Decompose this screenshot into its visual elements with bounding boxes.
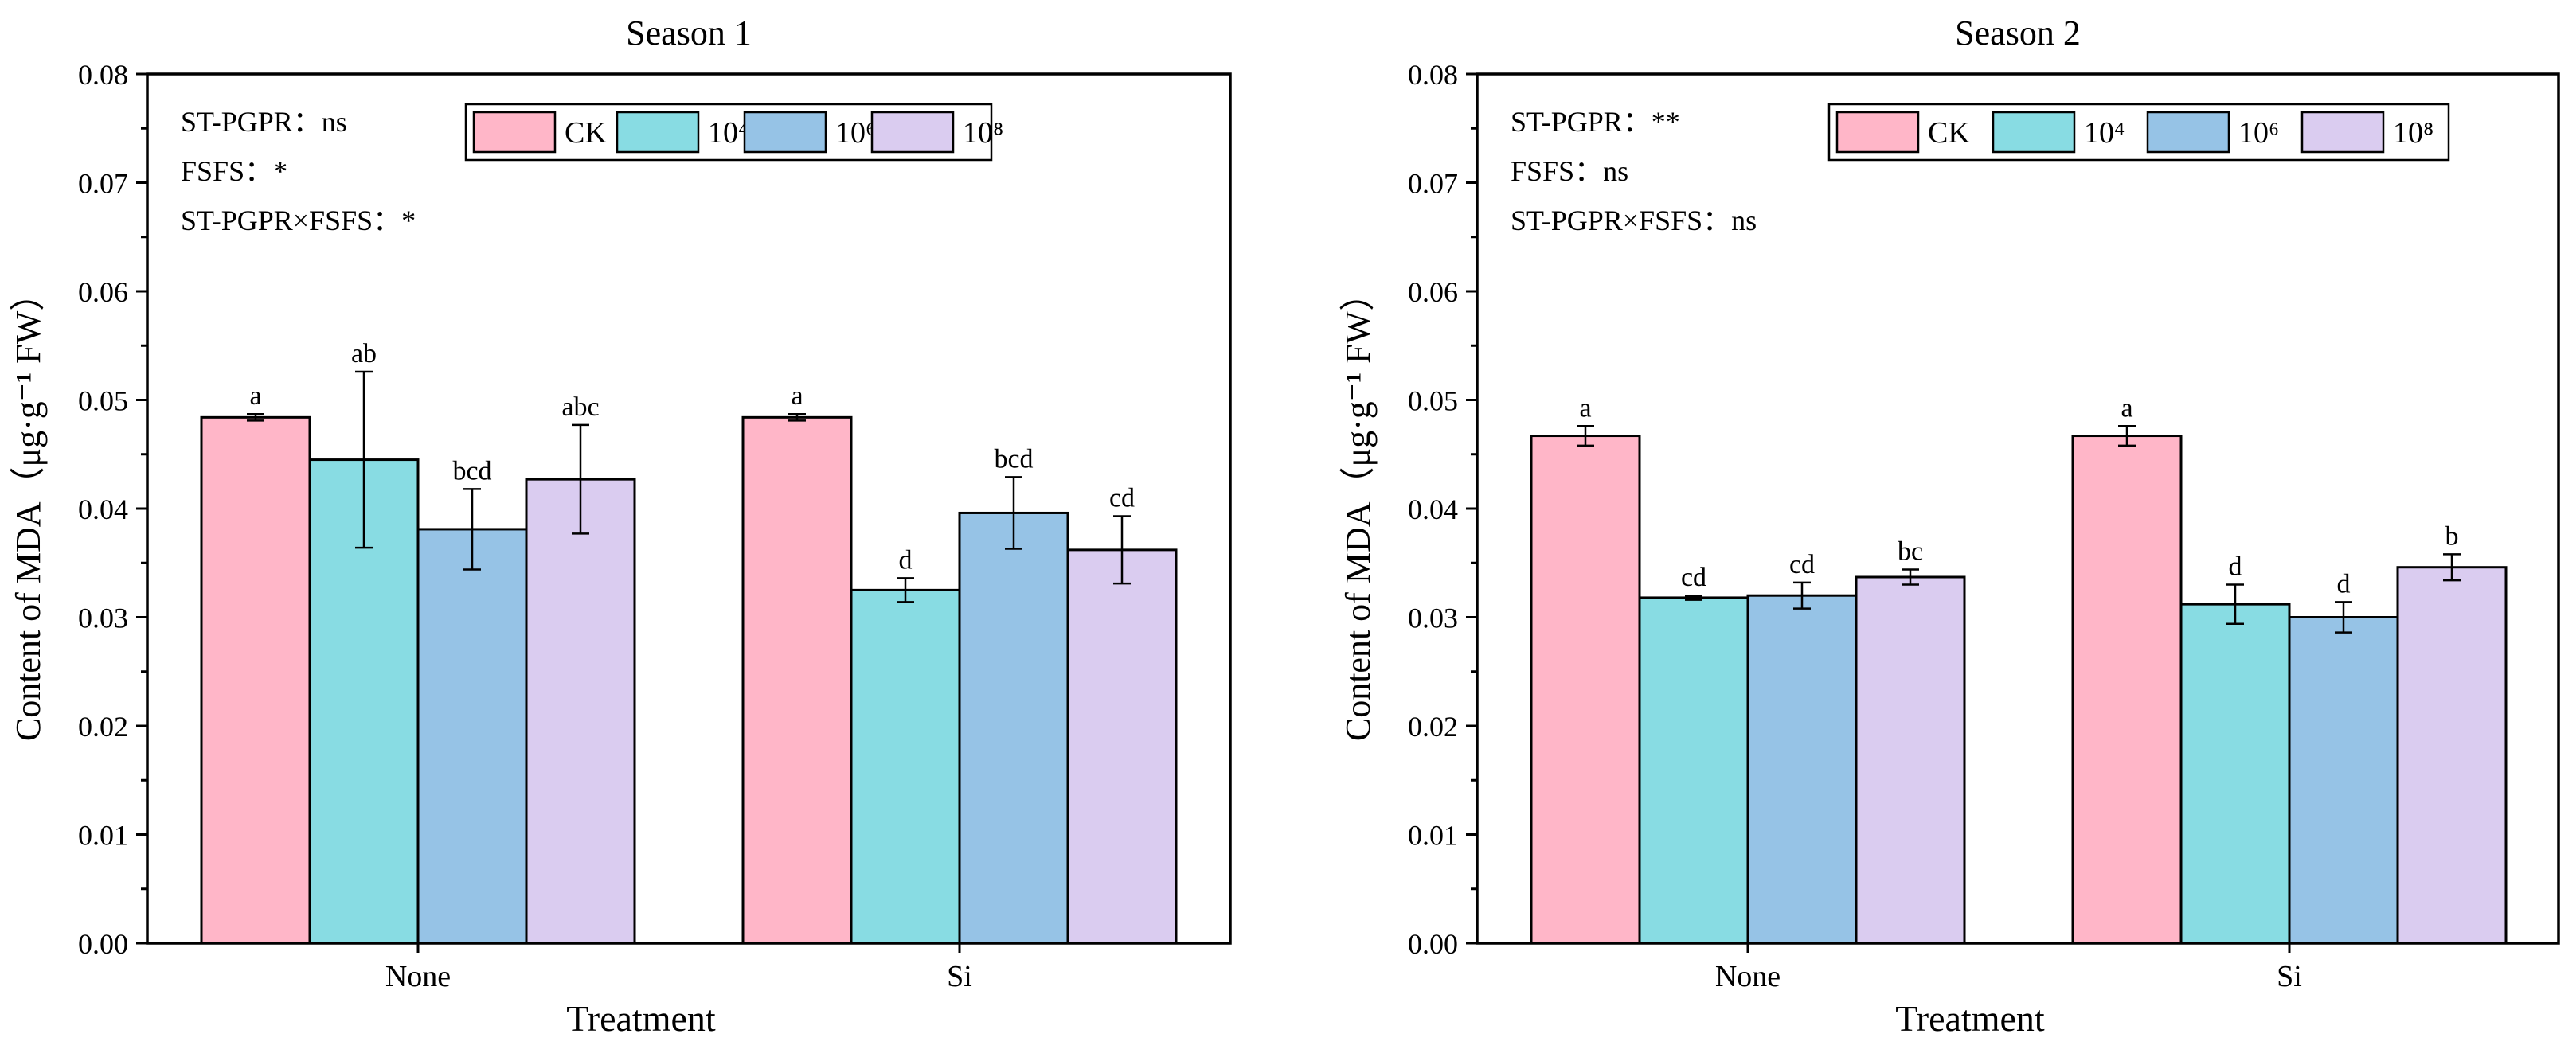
bar-10⁴-None xyxy=(1638,596,1749,945)
legend-swatch-1 xyxy=(616,111,700,154)
chart-title: Season 1 xyxy=(626,14,752,53)
legend-swatch-0 xyxy=(1835,111,1920,154)
legend-label-1: 10⁴ xyxy=(2084,116,2125,150)
legend-swatch-2 xyxy=(743,111,827,154)
chart-title: Season 2 xyxy=(1955,14,2081,53)
x-axis-label: Treatment xyxy=(1895,998,2045,1039)
significance-annotation: ST-PGPR：ns xyxy=(181,106,347,138)
legend-label-1: 10⁴ xyxy=(708,116,749,150)
legend-swatch-0 xyxy=(472,111,557,154)
significance-letter: bcd xyxy=(994,444,1033,474)
bar-10⁶-Si xyxy=(958,511,1069,945)
bar-10⁸-Si xyxy=(1066,548,1178,945)
bar-CK-Si xyxy=(741,415,853,945)
y-tick-label: 0.00 xyxy=(78,928,128,960)
legend-swatch-3 xyxy=(870,111,955,154)
bar-10⁴-Si xyxy=(850,588,961,945)
y-tick-label: 0.05 xyxy=(78,385,128,417)
significance-letter: d xyxy=(2229,552,2242,582)
legend-swatch-2 xyxy=(2146,111,2230,154)
significance-letter: cd xyxy=(1789,550,1815,579)
significance-annotation: ST-PGPR：** xyxy=(1511,106,1680,138)
significance-letter: cd xyxy=(1681,563,1706,592)
legend-swatch-3 xyxy=(2300,111,2385,154)
y-tick-label: 0.02 xyxy=(1408,711,1458,743)
x-tick-label: Si xyxy=(2277,960,2302,993)
legend-label-2: 10⁶ xyxy=(835,116,876,150)
y-tick-label: 0.00 xyxy=(1408,928,1458,960)
y-axis-label: Content of MDA（μg·g⁻¹ FW） xyxy=(1339,276,1378,741)
significance-letter: a xyxy=(791,381,803,411)
significance-letter: a xyxy=(249,381,261,411)
y-tick-label: 0.07 xyxy=(78,168,128,200)
x-tick-label: None xyxy=(385,960,451,993)
significance-letter: ab xyxy=(351,339,377,369)
significance-letter: a xyxy=(2121,393,2132,423)
y-tick-label: 0.04 xyxy=(1408,493,1458,525)
significance-letter: abc xyxy=(561,392,599,422)
bar-10⁶-None xyxy=(1746,594,1858,945)
significance-letter: a xyxy=(1579,393,1591,423)
significance-letter: cd xyxy=(1109,484,1135,513)
bar-CK-Si xyxy=(2071,435,2183,945)
legend-label-0: CK xyxy=(1928,116,1970,150)
bar-CK-None xyxy=(1530,435,1641,945)
significance-letter: d xyxy=(899,545,913,575)
significance-letter: bcd xyxy=(452,456,491,486)
y-tick-label: 0.08 xyxy=(78,59,128,91)
legend: CK 10⁴ 10⁶ 10⁸ xyxy=(464,103,1003,162)
legend-swatch-1 xyxy=(1992,111,2076,154)
bar-10⁸-None xyxy=(1855,575,1966,945)
significance-letter: bc xyxy=(1898,536,1923,566)
y-tick-label: 0.03 xyxy=(78,603,128,634)
y-tick-label: 0.02 xyxy=(78,711,128,743)
legend-label-2: 10⁶ xyxy=(2238,116,2279,150)
x-tick-label: Si xyxy=(947,960,972,993)
significance-letter: d xyxy=(2337,569,2351,599)
significance-letter: b xyxy=(2445,521,2459,551)
y-tick-label: 0.08 xyxy=(1408,59,1458,91)
bar-CK-None xyxy=(200,415,311,945)
significance-annotation: ST-PGPR×FSFS：* xyxy=(181,205,416,236)
y-axis-label: Content of MDA（μg·g⁻¹ FW） xyxy=(9,276,48,741)
bar-10⁸-Si xyxy=(2396,566,2508,945)
bar-10⁶-Si xyxy=(2288,616,2399,945)
legend-label-0: CK xyxy=(565,116,607,150)
chart-panel-1: Season 1 a a ab d bcd bcd abc cd 0.00 0.01 0.02 0.03… xyxy=(9,14,1232,1039)
legend: CK 10⁴ 10⁶ 10⁸ xyxy=(1827,103,2450,162)
bar-10⁴-Si xyxy=(2179,603,2291,945)
y-tick-label: 0.01 xyxy=(78,820,128,852)
y-tick-label: 0.06 xyxy=(78,276,128,308)
legend-label-3: 10⁸ xyxy=(963,116,1003,150)
y-tick-label: 0.07 xyxy=(1408,168,1458,200)
significance-annotation: FSFS：ns xyxy=(1511,155,1628,187)
x-axis-label: Treatment xyxy=(566,998,716,1039)
y-tick-label: 0.05 xyxy=(1408,385,1458,417)
significance-annotation: ST-PGPR×FSFS：ns xyxy=(1511,205,1757,236)
chart-panel-2: Season 2 a a cd d cd d bc b 0.00 0.01 0.02 0.03 0.04 0… xyxy=(1339,14,2560,1039)
bar-10⁶-None xyxy=(416,528,528,945)
y-tick-label: 0.01 xyxy=(1408,820,1458,852)
legend-label-3: 10⁸ xyxy=(2393,116,2433,150)
y-tick-label: 0.06 xyxy=(1408,276,1458,308)
y-tick-label: 0.03 xyxy=(1408,603,1458,634)
bar-10⁸-None xyxy=(525,478,636,945)
significance-annotation: FSFS：* xyxy=(181,155,287,187)
x-tick-label: None xyxy=(1715,960,1781,993)
y-tick-label: 0.04 xyxy=(78,493,128,525)
